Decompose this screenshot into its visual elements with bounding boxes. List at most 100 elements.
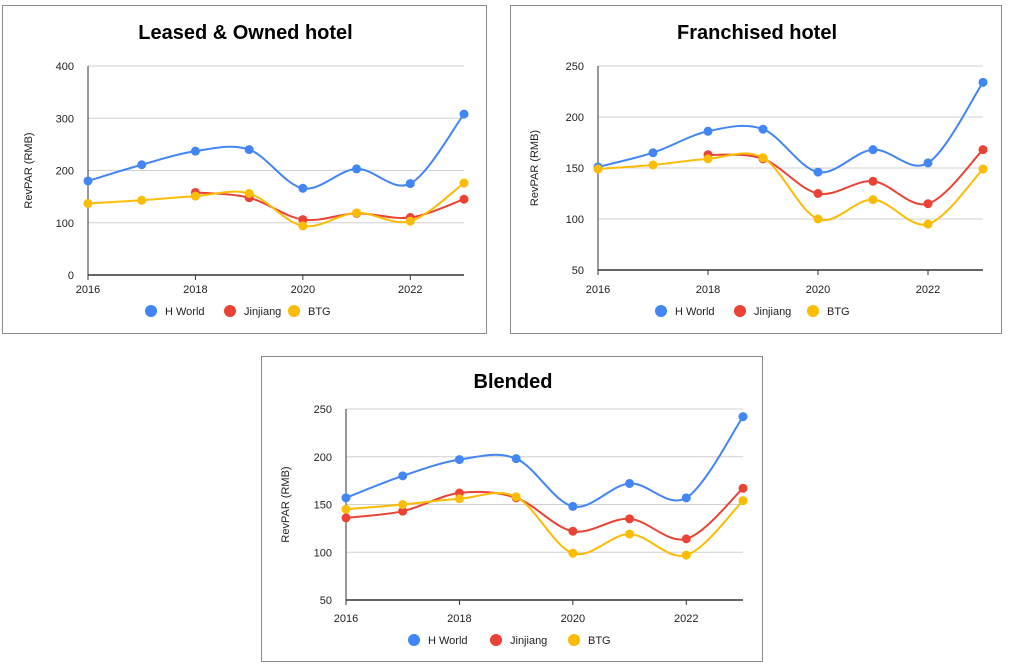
data-point: [593, 164, 603, 174]
data-point: [511, 492, 521, 502]
data-point: [738, 483, 748, 493]
y-tick-label: 0: [68, 270, 74, 282]
legend-label: Jinjiang: [510, 635, 547, 647]
data-point: [137, 160, 147, 170]
data-point: [459, 109, 469, 119]
y-tick-label: 100: [314, 547, 332, 559]
y-tick-label: 100: [566, 214, 584, 226]
data-point: [568, 548, 578, 558]
data-point: [923, 219, 933, 229]
data-point: [625, 478, 635, 488]
x-tick-label: 2022: [674, 613, 698, 625]
x-tick-label: 2022: [916, 284, 940, 296]
data-point: [758, 124, 768, 134]
x-tick-label: 2018: [696, 284, 720, 296]
legend-label: BTG: [827, 306, 850, 318]
chart-panel-leased-owned: Leased & Owned hotel 0 100 200 300 400 2016 201…: [2, 5, 487, 334]
legend-label: H World: [165, 306, 205, 318]
data-point: [978, 77, 988, 87]
y-tick-label: 250: [566, 61, 584, 73]
x-tick-label: 2016: [76, 284, 100, 296]
series-line-h-world: [87, 113, 465, 190]
y-tick-label: 200: [56, 166, 74, 178]
legend-label: H World: [675, 306, 715, 318]
data-point: [681, 534, 691, 544]
data-point: [681, 550, 691, 560]
series-line-jinjiang: [195, 191, 465, 222]
data-point: [190, 191, 200, 201]
series-line-jinjiang: [707, 148, 984, 206]
y-axis-label: RevPAR (RMB): [23, 132, 35, 208]
data-point: [352, 164, 362, 174]
chart-title: Blended: [474, 371, 553, 393]
legend-marker: [288, 305, 300, 317]
data-point: [459, 178, 469, 188]
data-point: [298, 183, 308, 193]
legend-label: BTG: [308, 306, 331, 318]
data-point: [298, 221, 308, 231]
legend-label: BTG: [588, 635, 611, 647]
data-point: [703, 126, 713, 136]
data-point: [703, 154, 713, 164]
data-point: [398, 500, 408, 509]
data-point: [83, 176, 93, 186]
data-point: [813, 167, 823, 177]
data-point: [190, 146, 200, 156]
x-tick-label: 2018: [183, 284, 207, 296]
data-point: [568, 526, 578, 536]
y-tick-label: 400: [56, 61, 74, 73]
data-point: [868, 176, 878, 186]
data-point: [681, 493, 691, 503]
y-tick-label: 50: [320, 595, 332, 607]
x-tick-label: 2016: [586, 284, 610, 296]
x-tick-label: 2020: [291, 284, 315, 296]
data-point: [137, 195, 147, 205]
data-point: [511, 454, 521, 464]
data-point: [625, 514, 635, 524]
legend-marker: [655, 305, 667, 317]
legend-marker: [734, 305, 746, 317]
y-tick-label: 50: [572, 265, 584, 277]
data-point: [405, 179, 415, 189]
data-point: [738, 496, 748, 506]
data-point: [568, 501, 578, 511]
legend-marker: [807, 305, 819, 317]
data-point: [625, 529, 635, 539]
legend-marker: [490, 634, 502, 646]
data-point: [341, 493, 351, 503]
data-point: [923, 199, 933, 209]
legend-marker: [568, 634, 580, 646]
data-point: [648, 148, 658, 158]
x-tick-label: 2020: [561, 613, 585, 625]
data-point: [83, 198, 93, 208]
data-point: [398, 471, 408, 481]
y-tick-label: 300: [56, 113, 74, 125]
data-point: [868, 145, 878, 155]
chart-svg: Franchised hotel 50 100 150 200 250 2016 2018 20…: [529, 22, 988, 318]
data-point: [738, 412, 748, 422]
x-tick-label: 2022: [398, 284, 422, 296]
data-point: [459, 194, 469, 204]
data-point: [758, 153, 768, 163]
y-axis-label: RevPAR (RMB): [529, 130, 541, 206]
series-line-h-world: [597, 81, 984, 174]
chart-title: Franchised hotel: [677, 22, 837, 44]
chart-svg: Blended 50 100 150 200 250 2016 2018 2020 2022 Rev…: [280, 371, 748, 647]
data-point: [868, 195, 878, 205]
y-tick-label: 100: [56, 218, 74, 230]
chart-title: Leased & Owned hotel: [138, 22, 352, 44]
series-line-h-world: [345, 416, 744, 508]
data-point: [978, 145, 988, 155]
x-tick-label: 2020: [806, 284, 830, 296]
data-point: [813, 214, 823, 224]
x-tick-label: 2018: [447, 613, 471, 625]
y-tick-label: 150: [566, 163, 584, 175]
data-point: [244, 145, 254, 155]
data-point: [978, 164, 988, 174]
data-point: [341, 513, 351, 523]
data-point: [454, 455, 464, 465]
data-point: [454, 494, 464, 504]
legend-label: Jinjiang: [754, 306, 791, 318]
chart-panel-franchised: Franchised hotel 50 100 150 200 250 2016 2018 20…: [510, 5, 1002, 334]
data-point: [923, 158, 933, 168]
